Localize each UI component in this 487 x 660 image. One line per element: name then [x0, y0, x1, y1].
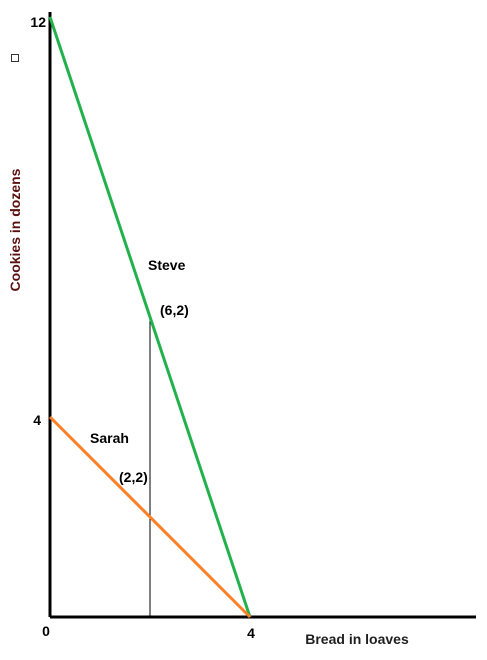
- series-label-steve: Steve: [148, 257, 186, 273]
- point-label-6-2: (6,2): [160, 302, 189, 318]
- series-label-sarah: Sarah: [90, 430, 129, 446]
- y-tick-label-4: 4: [33, 412, 41, 428]
- point-label-2-2: (2,2): [119, 469, 148, 485]
- series-line-steve: [48, 16, 252, 618]
- y-axis-label: Cookies in dozens: [7, 168, 23, 291]
- small-square-marker: [11, 54, 19, 62]
- x-tick-label-4: 4: [247, 625, 255, 641]
- x-tick-label-0: 0: [42, 623, 50, 639]
- x-axis-label: Bread in loaves: [305, 631, 409, 647]
- y-tick-label-12: 12: [30, 14, 46, 30]
- series-line-sarah: [48, 415, 252, 619]
